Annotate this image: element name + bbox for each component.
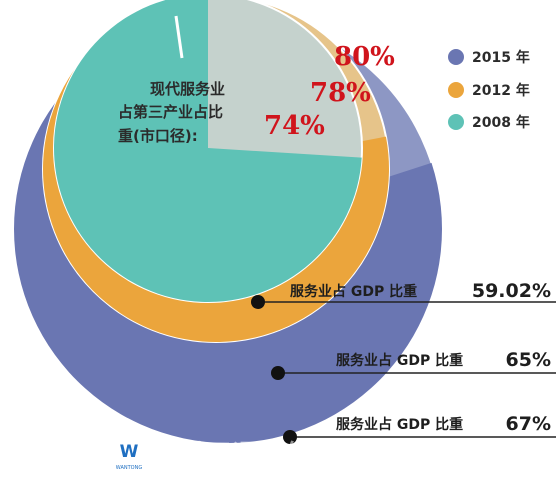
- callout-label-2008: 服务业占 GDP 比重: [290, 283, 417, 300]
- callout-dot-2015: [283, 430, 297, 444]
- center-label-line-3: 重(市口径):: [118, 127, 198, 145]
- pct-label-2015: 80%: [334, 42, 395, 72]
- legend-swatch-2015: [448, 49, 464, 65]
- center-label: 现代服务业 占第三产业占比 重(市口径):: [118, 80, 225, 145]
- legend-label-2012: 2012 年: [472, 82, 530, 99]
- pie-rings: [13, 0, 443, 444]
- center-label-line-2: 占第三产业占比: [118, 103, 223, 121]
- legend-label-2008: 2008 年: [472, 114, 530, 131]
- callout-2015: 服务业占 GDP 比重 67%: [283, 413, 556, 444]
- watermark-logo-icon: [109, 431, 149, 471]
- legend-item-2012: 2012 年: [448, 82, 530, 99]
- callout-2008: 服务业占 GDP 比重 59.02%: [251, 280, 556, 309]
- legend-swatch-2012: [448, 82, 464, 98]
- callout-value-2008: 59.02%: [472, 280, 551, 302]
- legend-item-2015: 2015 年: [448, 49, 530, 66]
- callout-label-2012: 服务业占 GDP 比重: [336, 352, 463, 369]
- callout-dot-2012: [271, 366, 285, 380]
- callout-2012: 服务业占 GDP 比重 65%: [271, 349, 556, 380]
- callout-value-2015: 67%: [506, 413, 551, 435]
- legend-label-2015: 2015 年: [472, 49, 530, 66]
- watermark-logo-mark: W: [120, 442, 139, 462]
- watermark: W WANTONG 安徽万通汽车专修学校: [109, 431, 408, 471]
- ring-separator: [174, 15, 184, 59]
- legend-swatch-2008: [448, 114, 464, 130]
- pct-label-2008: 74%: [264, 111, 325, 141]
- watermark-logo-caption: WANTONG: [116, 465, 143, 471]
- watermark-text: 安徽万通汽车专修学校: [158, 440, 408, 466]
- callout-value-2012: 65%: [506, 349, 551, 371]
- pie-slice-2008: [54, 0, 362, 302]
- pct-label-2012: 78%: [310, 78, 371, 108]
- legend-item-2008: 2008 年: [448, 114, 530, 131]
- legend: 2015 年 2012 年 2008 年: [448, 49, 530, 131]
- callout-label-2015: 服务业占 GDP 比重: [336, 416, 463, 433]
- center-label-line-1: 现代服务业: [150, 80, 225, 98]
- callout-dot-2008: [251, 295, 265, 309]
